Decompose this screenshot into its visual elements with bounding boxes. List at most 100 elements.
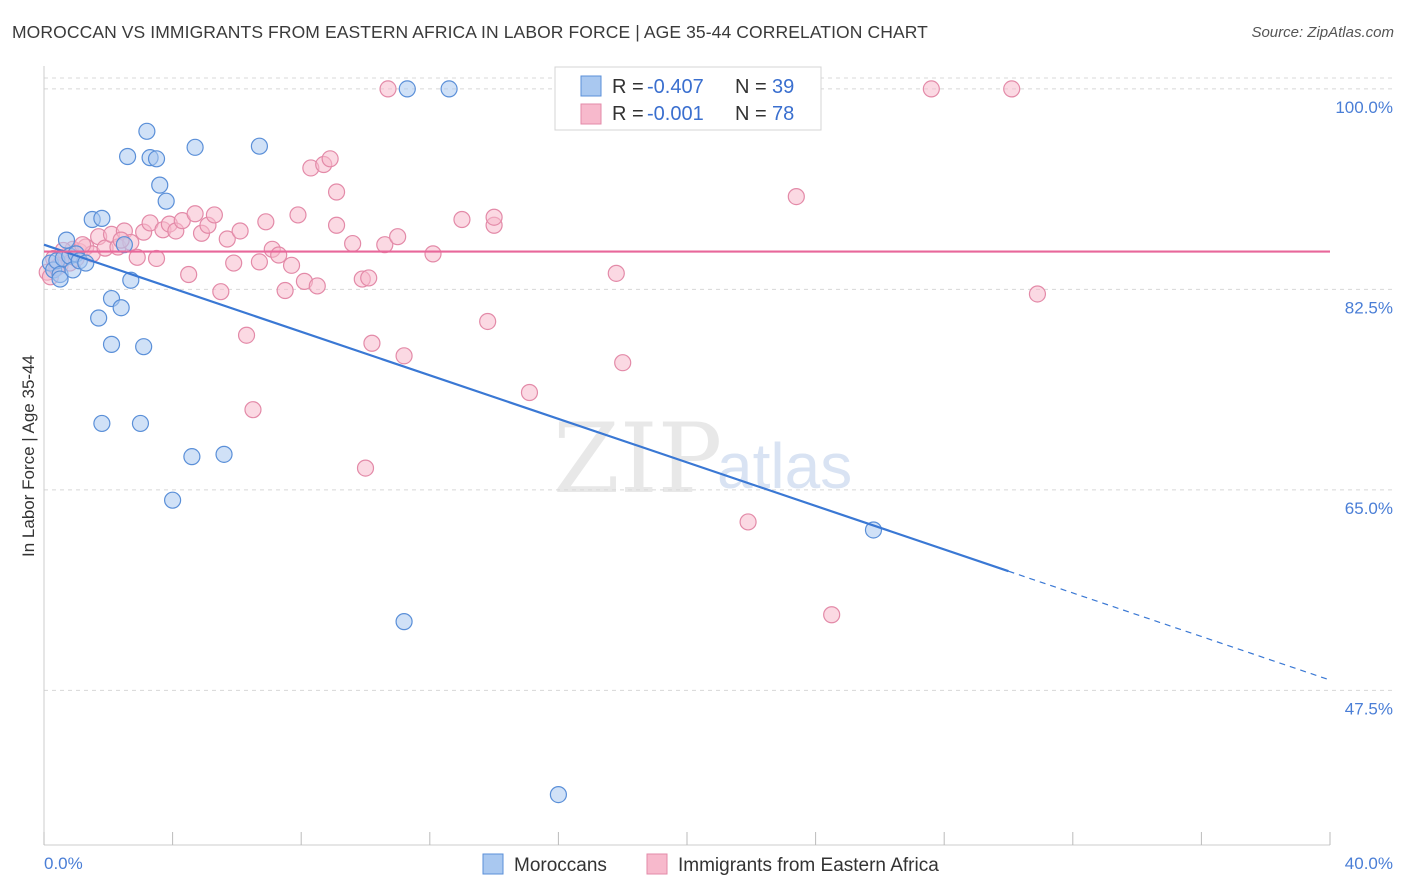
stats-legend: R = -0.407 N = 39 R = -0.001 N = 78 [554,66,822,131]
moroccans-point-18 [102,335,121,353]
moroccans-point-28 [186,138,204,156]
legend-n-value-2: 78 [772,103,794,125]
chart-source: Source: ZipAtlas.com [1251,24,1394,41]
immigrants-point-46 [327,216,346,234]
y-tick-label-1: 65.0% [1345,499,1393,518]
moroccans-point-26 [151,176,169,194]
watermark: ZIP atlas [553,403,852,515]
immigrants-point-37 [276,281,294,300]
moroccans-point-19 [135,338,153,356]
immigrants-point-31 [237,326,256,344]
y-tick-labels: 47.5% 65.0% 82.5% 100.0% [1335,98,1393,718]
immigrants-point-22 [180,265,198,284]
immigrants-point-63 [614,354,632,372]
bottom-legend-label-immigrants: Immigrants from Eastern Africa [678,855,939,876]
moroccans-point-13 [115,236,133,254]
immigrants-point-14 [128,248,146,266]
legend-n-value-1: 39 [772,76,794,98]
moroccans-point-14 [90,309,108,327]
series-immigrants-eastern-africa [38,80,1047,624]
bottom-legend-label-moroccans: Moroccans [514,855,607,876]
immigrants-point-33 [250,253,269,271]
immigrants-point-44 [321,150,339,168]
immigrants-point-34 [257,213,275,231]
moroccans-point-31 [215,445,233,463]
trend-lines [43,243,1331,681]
series-legend: Moroccans Immigrants from Eastern Africa [482,853,939,876]
immigrants-point-69 [1028,285,1047,303]
immigrants-point-58 [479,312,497,331]
immigrants-point-26 [205,206,223,224]
y-tick-label-2: 82.5% [1345,298,1393,317]
watermark-zip: ZIP [553,403,722,515]
immigrants-point-30 [231,222,249,240]
moroccans-point-35 [395,613,413,631]
immigrants-point-61 [520,383,539,402]
x-tick-label-max: 40.0% [1345,854,1393,873]
legend-swatch-moroccans [580,75,602,97]
immigrants-point-42 [308,277,326,295]
moroccans-point-23 [138,122,156,140]
immigrants-point-29 [225,254,243,272]
trend-line-moroccans [43,243,1009,573]
immigrants-point-52 [376,236,394,254]
immigrants-point-50 [356,459,375,477]
moroccans-point-5 [57,231,76,249]
bottom-legend-swatch-moroccans [482,853,504,875]
legend-r-label-1: R = [612,76,644,98]
immigrants-point-32 [244,401,262,419]
chart-title: MOROCCAN VS IMMIGRANTS FROM EASTERN AFRI… [12,22,928,42]
moroccans-point-10 [77,254,95,272]
immigrants-point-54 [395,347,413,365]
moroccans-point-32 [164,491,182,509]
legend-n-label-1: N = [735,76,767,98]
moroccans-point-20 [93,414,111,433]
immigrants-point-67 [922,80,940,98]
x-tick-label-min: 0.0% [44,854,83,873]
legend-r-label-2: R = [612,103,644,125]
moroccans-point-33 [398,80,416,98]
bottom-legend-swatch-immigrants [646,853,668,875]
immigrants-point-64 [739,513,757,531]
immigrants-point-49 [360,269,378,287]
moroccans-point-34 [440,80,458,98]
immigrants-point-60 [485,208,503,226]
moroccans-point-12 [93,209,111,227]
gridlines [44,77,1392,691]
moroccans-point-25 [147,150,166,168]
series-moroccans [41,80,883,804]
immigrants-point-62 [607,264,625,282]
legend-n-label-2: N = [735,103,767,125]
immigrants-point-65 [787,187,805,206]
y-axis-title: In Labor Force | Age 35-44 [19,355,38,557]
immigrants-point-45 [327,183,346,201]
immigrants-point-39 [289,206,307,224]
immigrants-point-51 [363,334,381,352]
immigrants-point-23 [186,205,204,223]
immigrants-point-66 [823,606,841,624]
immigrants-point-28 [218,230,236,248]
immigrants-point-56 [424,245,442,263]
y-tick-label-3: 100.0% [1335,98,1393,117]
immigrants-point-68 [1003,80,1021,98]
immigrants-point-53 [389,228,407,246]
legend-r-value-2: -0.001 [647,103,704,125]
trend-line-moroccans-extrapolated [1008,570,1331,681]
moroccans-point-38 [51,270,69,288]
watermark-atlas: atlas [717,430,852,502]
moroccans-point-29 [250,137,269,155]
immigrants-point-17 [147,249,166,268]
y-tick-label-0: 47.5% [1345,699,1393,718]
immigrants-point-55 [379,80,397,98]
moroccans-point-22 [118,147,137,166]
moroccans-point-30 [183,448,201,466]
immigrants-point-57 [453,210,471,229]
moroccans-point-16 [112,299,130,317]
moroccans-point-21 [131,414,150,433]
immigrants-point-36 [270,246,288,264]
immigrants-point-38 [282,256,301,274]
legend-swatch-immigrants [580,103,602,125]
moroccans-point-27 [157,192,175,210]
legend-r-value-1: -0.407 [647,76,704,98]
